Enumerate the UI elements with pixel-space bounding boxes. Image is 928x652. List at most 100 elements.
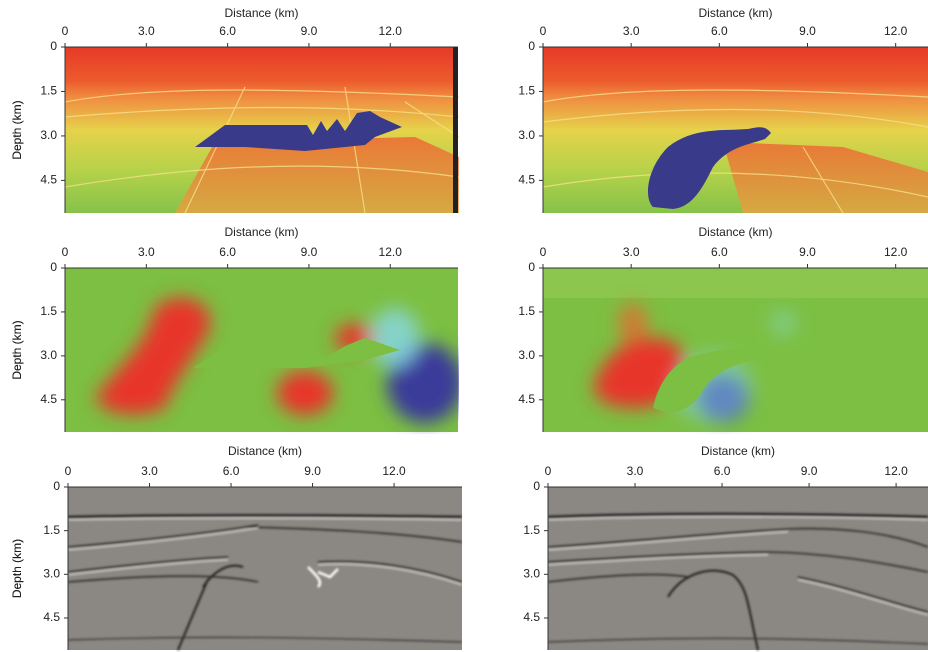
image-shape [548,531,928,616]
y-tick-label: 0 [53,479,60,493]
x-tick-label: 6.0 [711,24,728,38]
image-shape [548,516,928,521]
y-tick-label: 3.0 [40,348,57,362]
y-tick-label: 4.5 [43,610,60,624]
y-axis-label: Depth (km) [10,100,24,159]
image-shape [195,111,402,151]
x-tick-label: 12.0 [382,464,406,478]
image-shape [68,636,462,643]
x-tick-label: 12.0 [379,245,403,259]
x-tick-label: 0 [62,24,69,38]
y-tick-label: 3.0 [523,566,540,580]
image-shape [548,512,928,651]
panel-image [543,268,928,432]
x-tick-label: 0 [540,245,547,259]
x-tick-label: 9.0 [304,464,321,478]
x-tick-label: 12.0 [884,464,908,478]
y-tick-label: 4.5 [518,173,535,187]
image-shape [548,527,928,613]
x-tick-label: 9.0 [301,24,318,38]
x-axis-label: Distance (km) [224,6,298,20]
image-shape [618,303,648,343]
image-shape [648,127,771,209]
image-shape [453,47,458,213]
y-tick-label: 1.5 [43,523,60,537]
x-tick-label: 12.0 [379,24,403,38]
image-shape [543,268,928,298]
x-tick-label: 3.0 [623,245,640,259]
x-axis-label: Distance (km) [224,225,298,239]
y-tick-label: 3.0 [43,566,60,580]
y-tick-label: 1.5 [40,84,57,98]
panel-image [65,47,459,213]
y-tick-label: 3.0 [518,128,535,142]
x-tick-label: 3.0 [138,245,155,259]
y-tick-label: 3.0 [40,128,57,142]
y-tick-label: 4.5 [40,173,57,187]
x-tick-label: 12.0 [884,24,908,38]
y-axis-label: Depth (km) [10,539,24,598]
panel: Distance (km) Depth (km) 0 3.0 6.0 9.0 12.0 0 1.… [10,444,928,651]
y-axis-label: Depth (km) [10,320,24,379]
image-shape [653,348,768,413]
image-shape [723,142,928,213]
x-tick-label: 9.0 [799,24,816,38]
y-tick-label: 0 [528,39,535,53]
panel: Distance (km) Depth (km) 0 3.0 6.0 9.0 12.0 0 1.… [10,6,459,213]
panel-image [65,268,459,432]
x-tick-label: 3.0 [623,24,640,38]
y-tick-label: 0 [528,260,535,274]
panel-image [543,47,928,213]
x-tick-label: 3.0 [138,24,155,38]
y-axis-label: Depth (km) [10,320,24,379]
y-tick-label: 4.5 [40,392,57,406]
image-shape [593,303,797,423]
y-tick-label: 1.5 [523,523,540,537]
x-tick-label: 6.0 [711,245,728,259]
panel-image [548,487,928,651]
x-tick-label: 0 [545,464,552,478]
image-shape [667,569,759,651]
image-shape [65,86,459,213]
y-tick-label: 1.5 [518,84,535,98]
y-tick-label: 1.5 [40,304,57,318]
y-tick-label: 0 [533,479,540,493]
image-shape [68,514,462,519]
image-shape [95,297,211,415]
panel: Distance (km) Depth (km) 0 3.0 6.0 9.0 12.0 0 1.… [10,225,459,432]
x-tick-label: 9.0 [301,245,318,259]
y-tick-label: 4.5 [518,392,535,406]
image-shape [307,566,339,588]
y-axis-label: Depth (km) [10,539,24,598]
image-shape [277,371,333,415]
image-shape [543,89,928,213]
image-shape [548,512,928,519]
x-tick-label: 6.0 [219,245,236,259]
x-axis-label: Distance (km) [228,444,302,458]
x-tick-label: 0 [540,24,547,38]
x-axis-label: Distance (km) [698,6,772,20]
x-tick-label: 6.0 [223,464,240,478]
panel: Distance (km) Depth (km) 0 3.0 6.0 9.0 12.0 0 1.… [10,444,462,651]
y-tick-label: 0 [50,39,57,53]
y-tick-label: 1.5 [518,304,535,318]
image-shape [370,308,420,368]
x-tick-label: 0 [62,245,69,259]
image-shape [193,338,400,368]
image-shape [769,309,797,337]
panel: Distance (km) Depth (km) 0 3.0 6.0 9.0 12.0 0 1.… [10,225,928,432]
x-tick-label: 12.0 [884,245,908,259]
image-shape [68,527,462,586]
x-tick-label: 3.0 [141,464,158,478]
image-shape [548,637,928,645]
y-axis-label: Depth (km) [10,100,24,159]
x-tick-label: 9.0 [799,245,816,259]
y-tick-label: 0 [50,260,57,274]
x-tick-label: 9.0 [801,464,818,478]
x-tick-label: 3.0 [627,464,644,478]
panel: Distance (km) Depth (km) 0 3.0 6.0 9.0 12.0 0 1.… [10,6,928,213]
y-tick-label: 3.0 [518,348,535,362]
image-shape [175,137,459,213]
